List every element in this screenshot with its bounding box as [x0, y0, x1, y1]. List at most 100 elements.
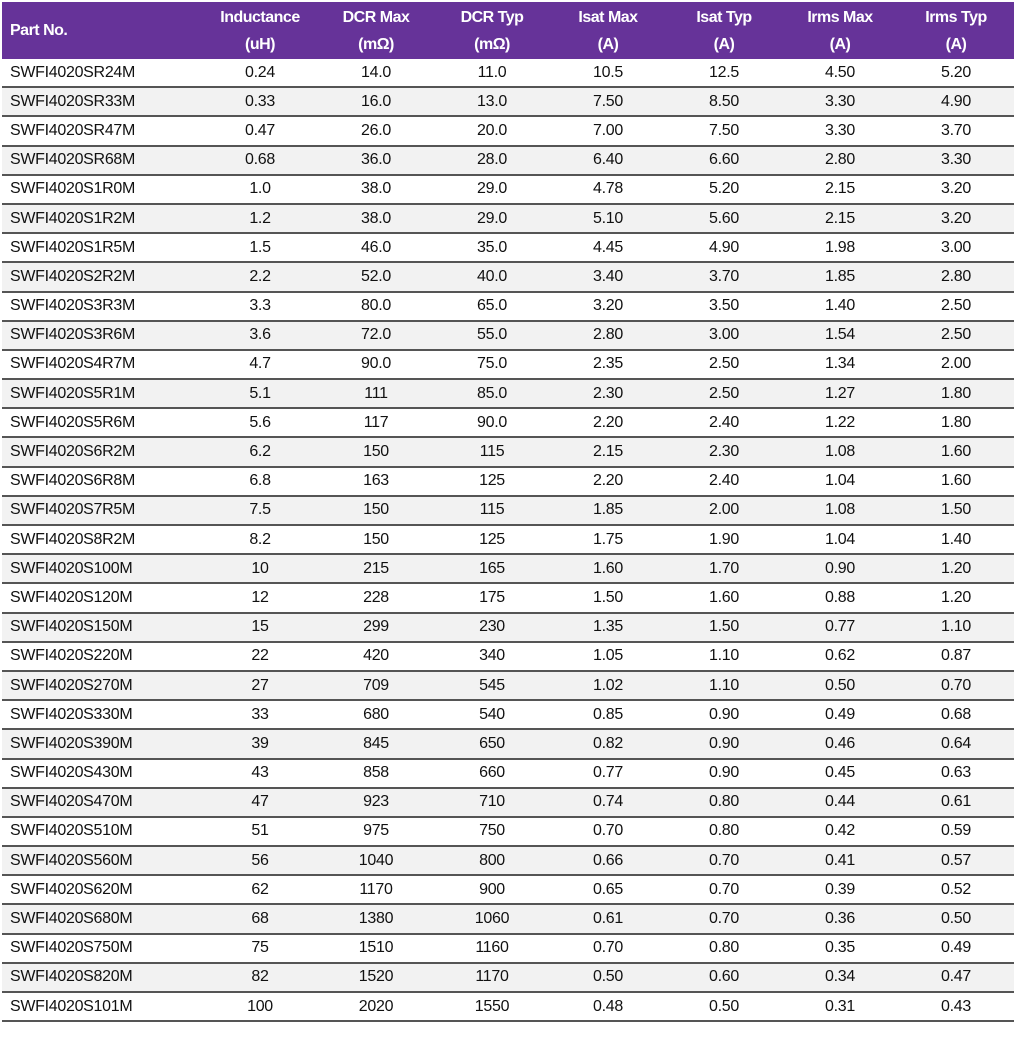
value-cell: 2.30 — [550, 379, 666, 410]
value-cell: 1.75 — [550, 525, 666, 556]
value-cell: 2.20 — [550, 408, 666, 439]
table-row: SWFI4020S820M 82 1520 1170 0.50 0.60 0.34 0.47 — [2, 962, 1014, 994]
value-cell: 0.47 — [202, 116, 318, 147]
value-cell: 3.20 — [898, 203, 1014, 235]
value-cell: 1.2 — [202, 203, 318, 235]
part-number-cell: SWFI4020SR68M — [2, 145, 202, 176]
inductor-spec-table: Part No. Inductance (uH) DCR Max (mΩ) DCR Typ… — [2, 2, 1014, 1023]
value-cell: 0.90 — [666, 758, 782, 789]
table-header: Part No. Inductance (uH) DCR Max (mΩ) DCR Typ… — [2, 2, 1014, 59]
table-row: SWFI4020S3R6M 3.6 72.0 55.0 2.80 3.00 1.54 2.50 — [2, 320, 1014, 351]
value-cell: 0.45 — [782, 758, 898, 789]
value-cell: 55.0 — [434, 320, 550, 351]
value-cell: 0.80 — [666, 787, 782, 818]
value-cell: 3.00 — [666, 320, 782, 351]
part-number-cell: SWFI4020S390M — [2, 729, 202, 760]
value-cell: 709 — [318, 670, 434, 702]
value-cell: 16.0 — [318, 87, 434, 118]
part-number-cell: SWFI4020S6R8M — [2, 466, 202, 497]
value-cell: 28.0 — [434, 145, 550, 176]
value-cell: 545 — [434, 670, 550, 702]
value-cell: 1.50 — [666, 612, 782, 643]
value-cell: 2.15 — [782, 174, 898, 205]
value-cell: 0.44 — [782, 787, 898, 818]
value-cell: 1.85 — [782, 262, 898, 293]
value-cell: 35.0 — [434, 233, 550, 264]
value-cell: 38.0 — [318, 174, 434, 205]
value-cell: 115 — [434, 437, 550, 468]
value-cell: 90.0 — [434, 408, 550, 439]
value-cell: 1.10 — [898, 612, 1014, 643]
value-cell: 3.6 — [202, 320, 318, 351]
value-cell: 1170 — [318, 875, 434, 906]
value-cell: 4.50 — [782, 59, 898, 89]
value-cell: 0.77 — [782, 612, 898, 643]
table-row: SWFI4020S4R7M 4.7 90.0 75.0 2.35 2.50 1.34 2.00 — [2, 349, 1014, 381]
value-cell: 75.0 — [434, 349, 550, 381]
column-header: DCR Typ (mΩ) — [434, 2, 550, 59]
value-cell: 2.50 — [898, 320, 1014, 351]
value-cell: 1550 — [434, 992, 550, 1023]
value-cell: 80.0 — [318, 291, 434, 322]
value-cell: 1.60 — [898, 437, 1014, 468]
column-header-name: Inductance — [220, 8, 300, 26]
value-cell: 4.90 — [666, 233, 782, 264]
value-cell: 165 — [434, 554, 550, 585]
value-cell: 215 — [318, 554, 434, 585]
value-cell: 0.77 — [550, 758, 666, 789]
column-header-unit: (A) — [829, 35, 851, 53]
value-cell: 0.82 — [550, 729, 666, 760]
table-row: SWFI4020S330M 33 680 540 0.85 0.90 0.49 0.68 — [2, 700, 1014, 731]
value-cell: 12 — [202, 583, 318, 614]
table-row: SWFI4020S5R1M 5.1 111 85.0 2.30 2.50 1.27 1.80 — [2, 379, 1014, 410]
column-header-unit: (uH) — [245, 35, 275, 53]
value-cell: 1060 — [434, 904, 550, 935]
table-row: SWFI4020SR68M 0.68 36.0 28.0 6.40 6.60 2.80 3.3… — [2, 145, 1014, 176]
value-cell: 3.30 — [898, 145, 1014, 176]
value-cell: 1.04 — [782, 525, 898, 556]
value-cell: 33 — [202, 700, 318, 731]
value-cell: 0.61 — [898, 787, 1014, 818]
column-header: Isat Max (A) — [550, 2, 666, 59]
value-cell: 680 — [318, 700, 434, 731]
value-cell: 0.63 — [898, 758, 1014, 789]
value-cell: 82 — [202, 962, 318, 994]
value-cell: 1.20 — [898, 554, 1014, 585]
value-cell: 0.46 — [782, 729, 898, 760]
value-cell: 4.45 — [550, 233, 666, 264]
value-cell: 1.20 — [898, 583, 1014, 614]
table-row: SWFI4020S470M 47 923 710 0.74 0.80 0.44 0.61 — [2, 787, 1014, 818]
value-cell: 5.60 — [666, 203, 782, 235]
value-cell: 5.1 — [202, 379, 318, 410]
value-cell: 0.50 — [782, 670, 898, 702]
value-cell: 40.0 — [434, 262, 550, 293]
value-cell: 0.66 — [550, 846, 666, 877]
value-cell: 2.40 — [666, 466, 782, 497]
value-cell: 660 — [434, 758, 550, 789]
value-cell: 5.20 — [898, 59, 1014, 89]
value-cell: 1.27 — [782, 379, 898, 410]
part-number-cell: SWFI4020S1R0M — [2, 174, 202, 205]
column-header-unit: (mΩ) — [474, 35, 510, 53]
part-number-cell: SWFI4020S3R3M — [2, 291, 202, 322]
value-cell: 4.7 — [202, 349, 318, 381]
value-cell: 1.40 — [782, 291, 898, 322]
table-row: SWFI4020S6R8M 6.8 163 125 2.20 2.40 1.04 1.60 — [2, 466, 1014, 497]
value-cell: 1.22 — [782, 408, 898, 439]
part-number-cell: SWFI4020SR33M — [2, 87, 202, 118]
value-cell: 39 — [202, 729, 318, 760]
part-number-cell: SWFI4020S1R2M — [2, 203, 202, 235]
part-number-cell: SWFI4020S150M — [2, 612, 202, 643]
value-cell: 3.50 — [666, 291, 782, 322]
value-cell: 14.0 — [318, 59, 434, 89]
value-cell: 1.60 — [550, 554, 666, 585]
value-cell: 100 — [202, 992, 318, 1023]
part-number-cell: SWFI4020S120M — [2, 583, 202, 614]
value-cell: 650 — [434, 729, 550, 760]
value-cell: 0.42 — [782, 816, 898, 848]
table-row: SWFI4020S8R2M 8.2 150 125 1.75 1.90 1.04 1.40 — [2, 525, 1014, 556]
part-number-cell: SWFI4020S2R2M — [2, 262, 202, 293]
part-number-cell: SWFI4020SR24M — [2, 59, 202, 89]
value-cell: 299 — [318, 612, 434, 643]
value-cell: 2.35 — [550, 349, 666, 381]
